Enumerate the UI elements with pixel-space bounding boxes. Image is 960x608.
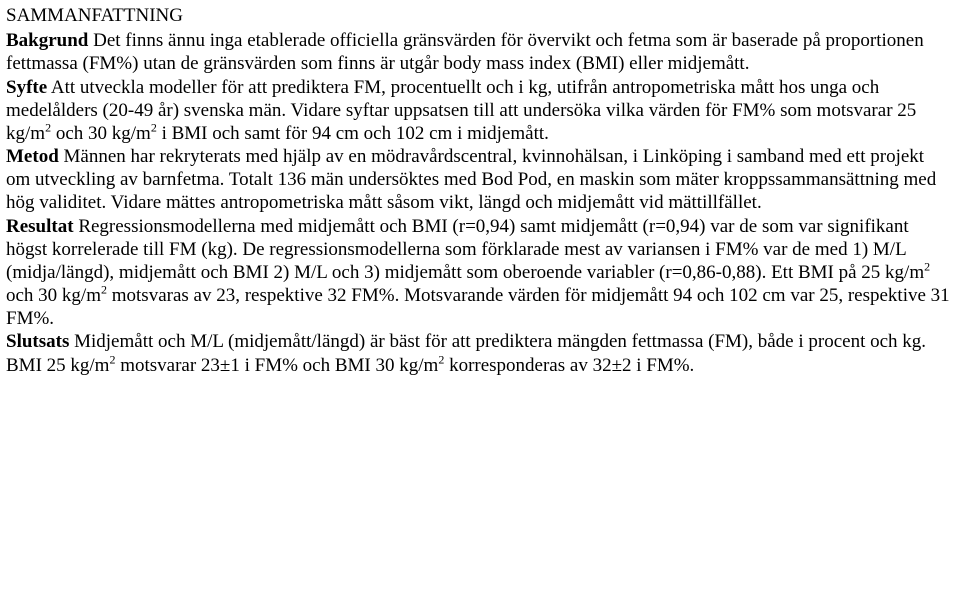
slutsats-paragraph: Slutsats Midjemått och M/L (midjemått/lä… [6, 330, 950, 376]
slutsats-text-c: korresponderas av 32±2 i FM%. [444, 355, 694, 376]
syfte-text-c: i BMI och samt för 94 cm och 102 cm i mi… [157, 123, 549, 144]
metod-label: Metod [6, 146, 59, 167]
syfte-paragraph: Syfte Att utveckla modeller för att pred… [6, 76, 950, 146]
slutsats-text-b: motsvarar 23±1 i FM% och BMI 30 kg/m [115, 355, 438, 376]
resultat-text-c: motsvaras av 23, respektive 32 FM%. Mots… [6, 285, 950, 329]
bakgrund-label: Bakgrund [6, 30, 88, 51]
resultat-paragraph: Resultat Regressionsmodellerna med midje… [6, 215, 950, 331]
syfte-label: Syfte [6, 77, 47, 98]
slutsats-label: Slutsats [6, 331, 69, 352]
metod-text: Männen har rekryterats med hjälp av en m… [6, 146, 936, 213]
document-page: SAMMANFATTNING Bakgrund Det finns ännu i… [0, 0, 960, 377]
metod-paragraph: Metod Männen har rekryterats med hjälp a… [6, 145, 950, 215]
resultat-text-b: och 30 kg/m [6, 285, 101, 306]
bakgrund-text: Det finns ännu inga etablerade officiell… [6, 30, 924, 74]
bakgrund-paragraph: Bakgrund Det finns ännu inga etablerade … [6, 29, 950, 75]
document-title: SAMMANFATTNING [6, 4, 950, 27]
resultat-label: Resultat [6, 216, 74, 237]
superscript-2: 2 [924, 260, 930, 274]
syfte-text-b: och 30 kg/m [51, 123, 151, 144]
resultat-text-a: Regressionsmodellerna med midjemått och … [6, 216, 924, 283]
